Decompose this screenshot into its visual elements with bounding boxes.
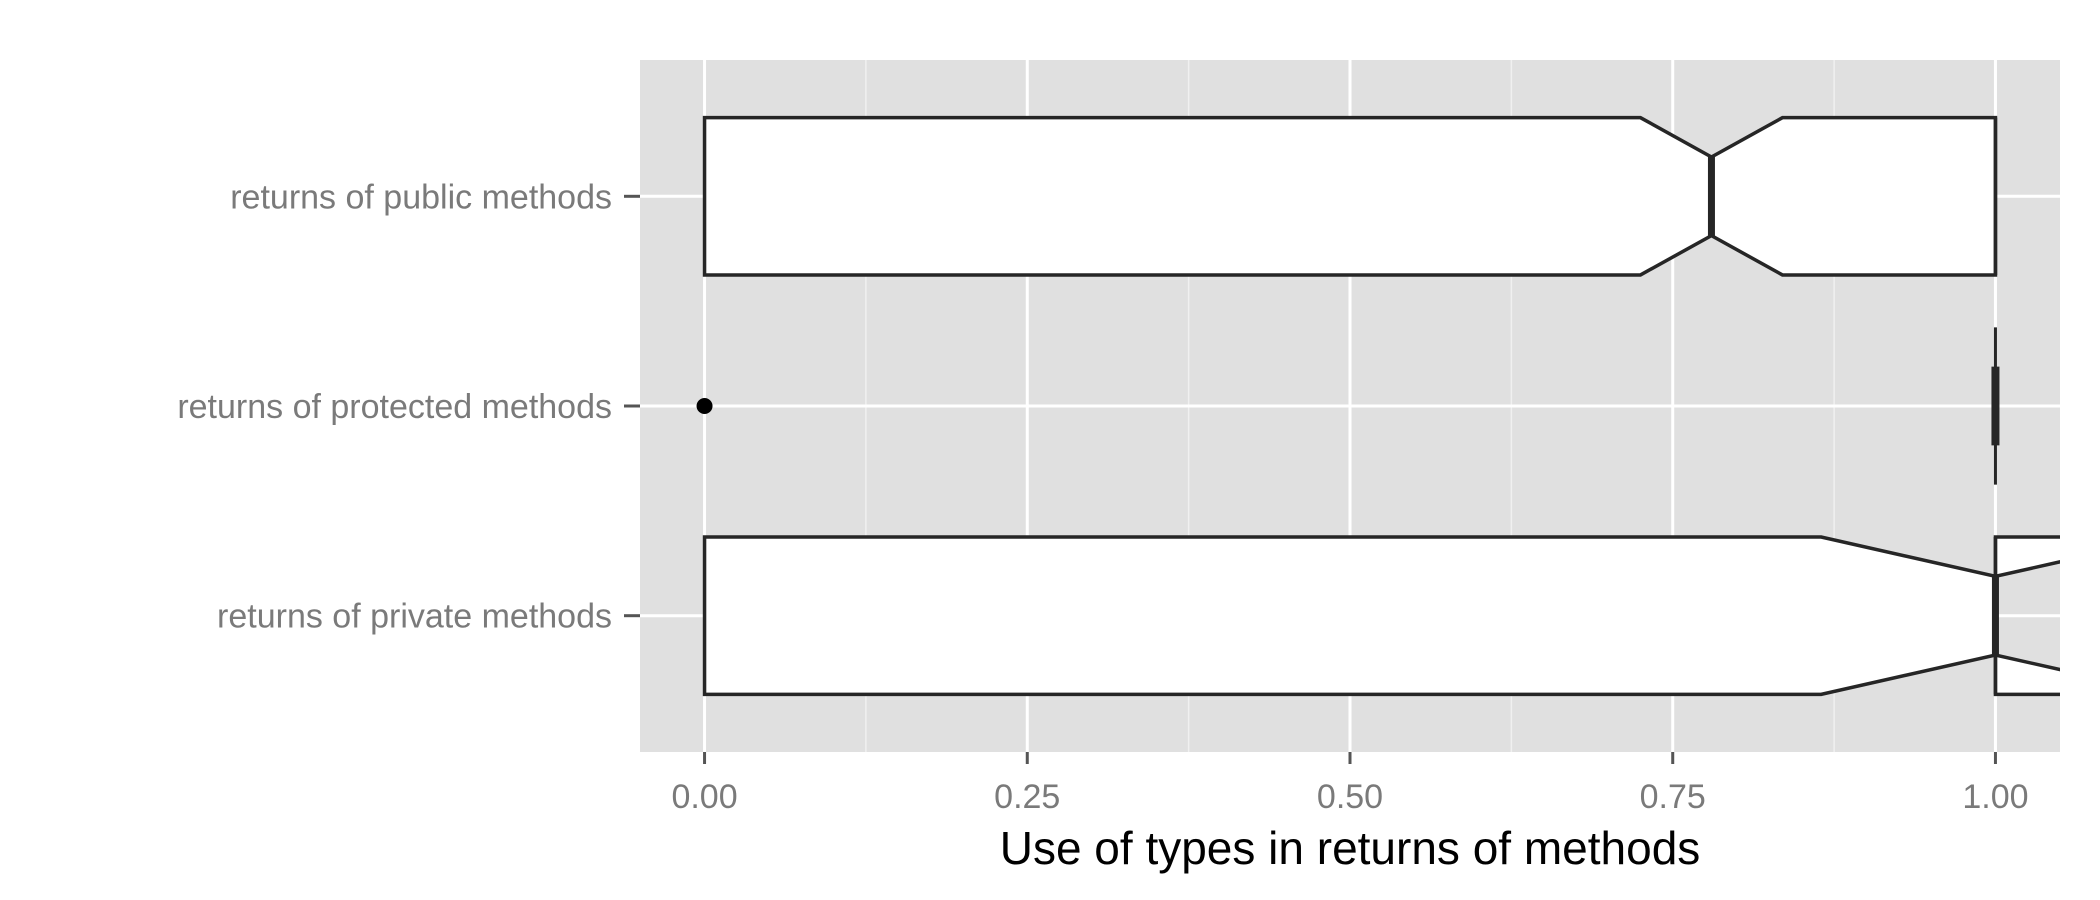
- x-tick-label: 1.00: [1962, 778, 2028, 816]
- y-tick-label: returns of public methods: [230, 178, 612, 216]
- x-tick-label: 0.00: [671, 778, 737, 816]
- outlier-point: [696, 398, 713, 414]
- x-tick-label: 0.25: [994, 778, 1060, 816]
- box-outline: [702, 115, 1998, 277]
- y-tick-label: returns of protected methods: [177, 388, 612, 426]
- x-tick-label: 0.75: [1640, 778, 1706, 816]
- box-1: [702, 115, 1998, 277]
- box-outline: [702, 535, 2060, 697]
- y-tick-label: returns of private methods: [217, 598, 612, 636]
- box-3: [702, 535, 2060, 697]
- x-axis-title: Use of types in returns of methods: [1000, 822, 1701, 874]
- y-axis: returns of public methods returns of prot…: [177, 178, 640, 636]
- x-axis: 0.00 0.25 0.50 0.75 1.00: [671, 752, 2029, 816]
- box-2: [696, 327, 2000, 485]
- x-tick-label: 0.50: [1317, 778, 1383, 816]
- boxes: [696, 115, 2060, 697]
